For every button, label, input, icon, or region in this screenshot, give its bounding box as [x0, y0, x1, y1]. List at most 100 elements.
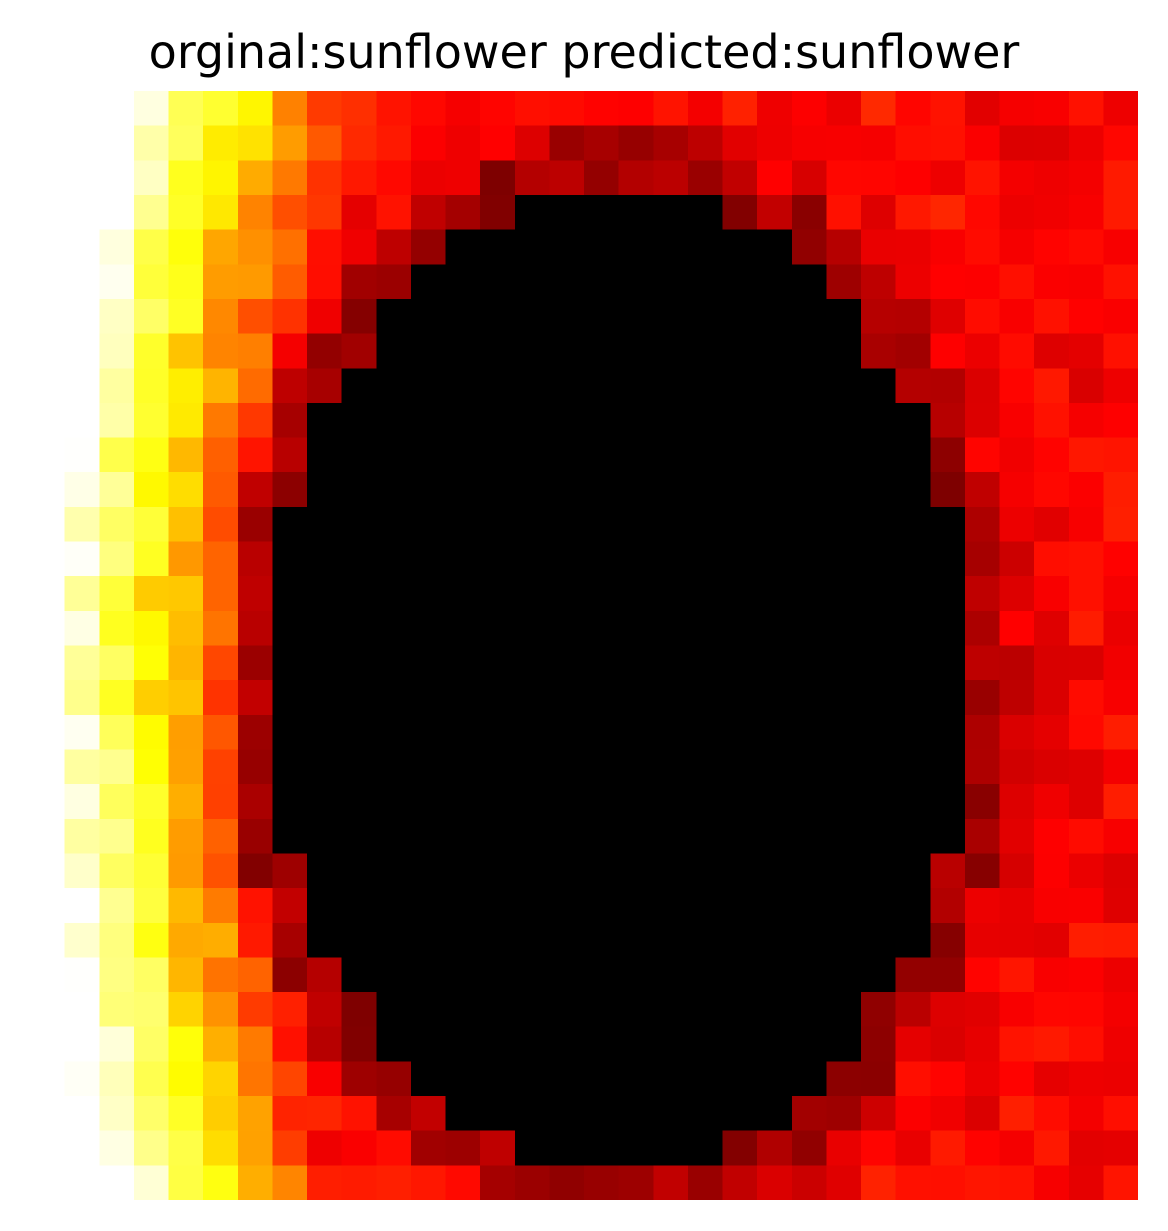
- heatmap-pixel: [930, 680, 966, 716]
- heatmap-pixel: [203, 472, 239, 508]
- heatmap-pixel: [1068, 1026, 1105, 1063]
- heatmap-pixel: [895, 957, 931, 993]
- heatmap-pixel: [722, 298, 758, 335]
- heatmap-pixel: [999, 368, 1035, 404]
- heatmap-pixel: [272, 818, 308, 855]
- heatmap-pixel: [826, 194, 862, 231]
- heatmap-pixel: [30, 91, 66, 127]
- heatmap-pixel: [1034, 91, 1070, 127]
- heatmap-pixel: [445, 957, 481, 993]
- heatmap-pixel: [203, 264, 239, 300]
- heatmap-pixel: [30, 818, 66, 855]
- heatmap-pixel: [999, 992, 1035, 1028]
- heatmap-pixel: [445, 1026, 481, 1063]
- heatmap-pixel: [272, 610, 308, 647]
- heatmap-pixel: [133, 714, 170, 751]
- heatmap-pixel: [687, 645, 724, 681]
- heatmap-pixel: [30, 506, 66, 543]
- heatmap-pixel: [168, 645, 204, 681]
- heatmap-pixel: [930, 194, 966, 231]
- heatmap-pixel: [376, 1026, 412, 1063]
- heatmap-pixel: [30, 1165, 66, 1200]
- heatmap-pixel: [895, 576, 931, 612]
- heatmap-pixel: [826, 922, 862, 959]
- heatmap-pixel: [341, 749, 377, 785]
- heatmap-pixel: [99, 506, 135, 543]
- heatmap-pixel: [133, 333, 170, 369]
- heatmap-pixel: [168, 437, 204, 473]
- heatmap-pixel: [133, 957, 170, 993]
- heatmap-pixel: [895, 888, 931, 924]
- heatmap-pixel: [861, 576, 897, 612]
- heatmap-pixel: [410, 541, 447, 577]
- heatmap-pixel: [826, 1165, 862, 1200]
- heatmap-pixel: [307, 125, 343, 162]
- heatmap-pixel: [203, 125, 239, 162]
- heatmap-pixel: [861, 957, 897, 993]
- heatmap-pixel: [999, 333, 1035, 369]
- heatmap-pixel: [203, 1026, 239, 1063]
- heatmap-pixel: [1068, 749, 1105, 785]
- heatmap-pixel: [99, 645, 135, 681]
- heatmap-pixel: [99, 264, 135, 300]
- heatmap-pixel: [64, 160, 100, 196]
- heatmap-pixel: [861, 680, 897, 716]
- heatmap-pixel: [237, 818, 274, 855]
- heatmap-pixel: [618, 1096, 654, 1132]
- heatmap-pixel: [1103, 125, 1138, 162]
- heatmap-pixel: [410, 784, 447, 820]
- heatmap-pixel: [618, 472, 654, 508]
- heatmap-pixel: [445, 749, 481, 785]
- heatmap-pixel: [653, 1096, 689, 1132]
- heatmap-pixel: [1103, 610, 1138, 647]
- heatmap-pixel: [1034, 1026, 1070, 1063]
- heatmap-pixel: [722, 368, 758, 404]
- heatmap-pixel: [964, 125, 1001, 162]
- heatmap-pixel: [445, 298, 481, 335]
- heatmap-pixel: [1034, 229, 1070, 265]
- heatmap-pixel: [549, 576, 585, 612]
- heatmap-pixel: [203, 576, 239, 612]
- heatmap-pixel: [549, 922, 585, 959]
- heatmap-pixel: [514, 1165, 551, 1200]
- heatmap-pixel: [1068, 333, 1105, 369]
- heatmap-pixel: [203, 645, 239, 681]
- heatmap-pixel: [653, 160, 689, 196]
- heatmap-pixel: [549, 784, 585, 820]
- heatmap-pixel: [930, 1026, 966, 1063]
- heatmap-pixel: [480, 992, 516, 1028]
- heatmap-pixel: [64, 1096, 100, 1132]
- heatmap-pixel: [445, 645, 481, 681]
- heatmap-pixel: [480, 1130, 516, 1167]
- heatmap-pixel: [757, 784, 793, 820]
- heatmap-pixel: [168, 298, 204, 335]
- heatmap-pixel: [722, 610, 758, 647]
- heatmap-pixel: [445, 784, 481, 820]
- heatmap-pixel: [514, 680, 551, 716]
- heatmap-pixel: [445, 472, 481, 508]
- heatmap-pixel: [1068, 541, 1105, 577]
- heatmap-pixel: [1034, 818, 1070, 855]
- heatmap-pixel: [514, 576, 551, 612]
- heatmap-pixel: [410, 91, 447, 127]
- heatmap-pixel: [895, 1096, 931, 1132]
- heatmap-pixel: [930, 333, 966, 369]
- heatmap-pixel: [203, 853, 239, 889]
- heatmap-pixel: [341, 506, 377, 543]
- heatmap-pixel: [341, 922, 377, 959]
- heatmap-pixel: [930, 402, 966, 439]
- heatmap-pixel: [584, 922, 620, 959]
- heatmap-pixel: [514, 1061, 551, 1097]
- heatmap-pixel: [168, 160, 204, 196]
- heatmap-pixel: [895, 714, 931, 751]
- heatmap-pixel: [133, 506, 170, 543]
- heatmap-pixel: [64, 472, 100, 508]
- heatmap-pixel: [480, 91, 516, 127]
- heatmap-pixel: [133, 749, 170, 785]
- heatmap-pixel: [1068, 992, 1105, 1028]
- heatmap-pixel: [757, 992, 793, 1028]
- heatmap-pixel: [687, 437, 724, 473]
- heatmap-pixel: [653, 992, 689, 1028]
- heatmap-pixel: [133, 229, 170, 265]
- heatmap-pixel: [930, 1061, 966, 1097]
